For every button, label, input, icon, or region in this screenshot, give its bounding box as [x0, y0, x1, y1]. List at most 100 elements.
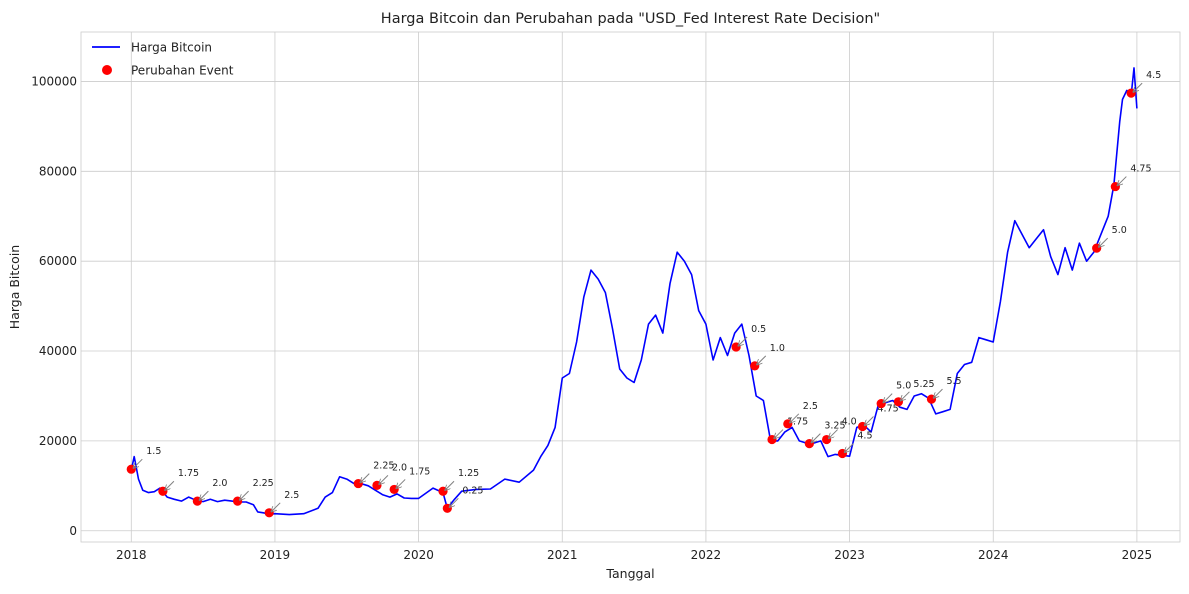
event-arrow: [900, 391, 910, 401]
event-arrow: [449, 497, 459, 507]
event-point: [1110, 181, 1120, 192]
event-point: [442, 503, 452, 513]
event-arrow: [865, 416, 874, 426]
event-point: [158, 486, 168, 496]
event-arrow: [738, 336, 748, 346]
event-point: [783, 419, 793, 429]
event-point: [767, 434, 777, 445]
event-label: 1.0: [770, 343, 785, 354]
event-point: [232, 496, 243, 506]
chart-title: Harga Bitcoin dan Perubahan pada "USD_Fe…: [381, 11, 880, 27]
event-point: [804, 438, 814, 449]
event-point: [372, 480, 382, 490]
event-label: 4.0: [842, 417, 857, 428]
event-label: 1.5: [146, 446, 161, 457]
plot-frame: [80, 31, 1181, 543]
event-label: 2.25: [253, 478, 274, 489]
y-tick-label: 100000: [31, 74, 77, 88]
event-point: [1126, 88, 1136, 98]
event-arrow: [883, 393, 893, 403]
y-tick-label: 60000: [39, 254, 77, 268]
event-point: [821, 434, 832, 445]
legend-dot-swatch: [102, 65, 112, 75]
event-label: 5.25: [913, 379, 934, 390]
event-point: [192, 496, 202, 506]
event-arrow: [774, 429, 784, 439]
event-point: [837, 448, 847, 459]
event-label: 4.75: [878, 404, 899, 415]
event-arrow: [379, 475, 389, 484]
event-point: [731, 342, 741, 352]
event-point: [857, 421, 868, 432]
event-label: 3.25: [824, 421, 845, 432]
event-point: [264, 508, 274, 518]
event-arrow: [199, 490, 209, 500]
event-arrow: [396, 479, 406, 488]
x-axis-title: Tanggal: [605, 566, 654, 581]
legend: Harga Bitcoin Perubahan Event: [92, 41, 234, 78]
event-point: [126, 464, 136, 474]
event-arrow: [1099, 237, 1109, 247]
event-point: [389, 484, 399, 495]
y-tick-label: 20000: [39, 434, 77, 448]
event-label: 5.5: [946, 376, 961, 387]
axes: 2018 2019 2020 2021 2022 2023 2024 2025 0 20000 40…: [31, 31, 1181, 562]
grid: [81, 32, 1180, 542]
event-label: 2.0: [212, 478, 227, 489]
event-arrow: [1133, 82, 1143, 92]
event-arrow: [165, 480, 175, 490]
event-label: 2.5: [803, 401, 818, 412]
event-label: 4.5: [857, 430, 872, 441]
event-label: 5.0: [1112, 225, 1127, 236]
event-point: [876, 399, 886, 409]
price-line: [130, 67, 1138, 516]
event-label: 1.75: [787, 417, 808, 428]
price-line-layer: [130, 67, 1138, 516]
event-marker-layer: 1.51.752.0 2.252.52.252.0 1.75 1.250.250.51…: [126, 70, 1161, 518]
event-arrow: [1117, 176, 1127, 186]
event-arrow: [360, 473, 370, 483]
event-label: 2.0: [392, 462, 407, 473]
x-tick-label: 2019: [260, 548, 291, 562]
event-arrow: [829, 429, 838, 439]
x-tick-label: 2018: [116, 548, 147, 562]
y-tick-label: 0: [69, 524, 77, 538]
event-label: 1.75: [409, 466, 430, 477]
x-tick-label: 2025: [1122, 548, 1153, 562]
event-arrow: [844, 443, 854, 452]
legend-label-price: Harga Bitcoin: [131, 41, 212, 55]
event-label: 4.5: [1146, 70, 1161, 81]
event-point: [926, 394, 937, 404]
event-label: 2.5: [284, 490, 299, 501]
event-point: [750, 361, 760, 371]
x-tick-label: 2021: [547, 548, 578, 562]
event-arrow: [811, 433, 821, 443]
x-tick-label: 2020: [403, 548, 434, 562]
event-point: [1092, 243, 1102, 253]
event-label: 1.75: [178, 468, 199, 479]
y-tick-label: 80000: [39, 164, 77, 178]
event-label: 0.25: [462, 485, 483, 496]
y-axis-title: Harga Bitcoin: [7, 245, 22, 329]
event-arrow: [133, 458, 143, 468]
event-arrow: [790, 413, 800, 423]
event-arrow: [271, 502, 281, 512]
y-tick-label: 40000: [39, 344, 77, 358]
x-tick-label: 2023: [834, 548, 865, 562]
event-label: 4.75: [1130, 164, 1151, 175]
event-arrow: [933, 388, 943, 398]
x-tick-label: 2024: [978, 548, 1009, 562]
event-label: 2.25: [373, 461, 394, 472]
event-label: 5.0: [896, 381, 911, 392]
event-point: [893, 397, 904, 407]
event-label: 0.5: [751, 324, 766, 335]
event-arrow: [757, 355, 767, 365]
event-arrow: [445, 480, 455, 490]
event-arrow: [240, 490, 249, 500]
legend-label-event: Perubahan Event: [131, 64, 234, 78]
event-label: 1.25: [458, 468, 479, 479]
event-point: [353, 478, 363, 489]
event-point: [438, 486, 448, 496]
